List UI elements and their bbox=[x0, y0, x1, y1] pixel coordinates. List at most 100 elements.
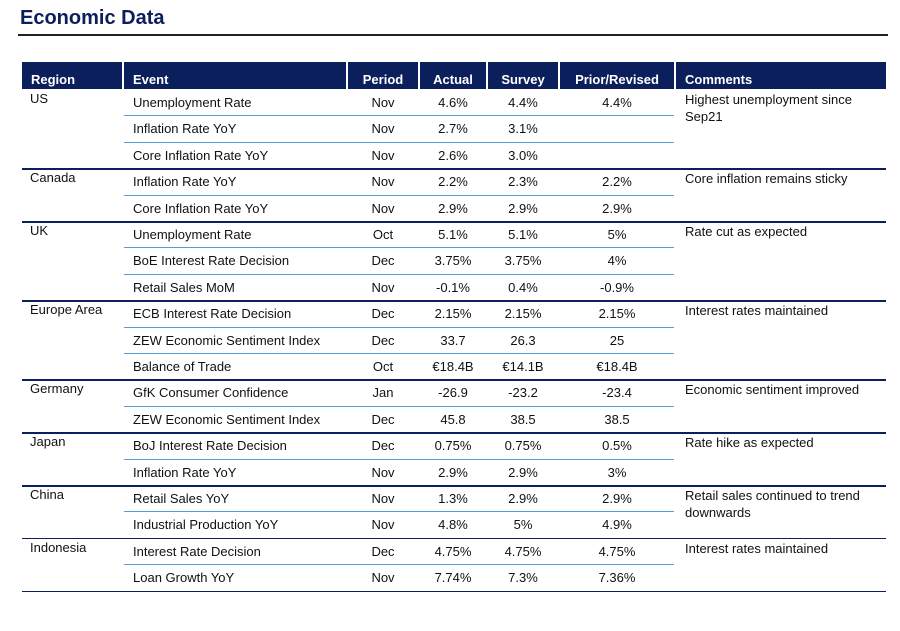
group-divider bbox=[22, 300, 886, 302]
comment: Economic sentiment improved bbox=[685, 382, 860, 398]
event-name: BoJ Interest Rate Decision bbox=[133, 438, 287, 454]
period-value: Nov bbox=[371, 464, 395, 480]
prior-value: 7.36% bbox=[598, 570, 636, 586]
prior-value: 2.9% bbox=[602, 491, 632, 506]
header-cell: Prior/Revised bbox=[560, 62, 674, 89]
event-name: Retail Sales MoM bbox=[133, 279, 235, 295]
row-divider bbox=[124, 405, 674, 407]
event-name: Unemployment Rate bbox=[133, 227, 252, 242]
event-name: Core Inflation Rate YoY bbox=[133, 147, 269, 163]
period-value: Nov bbox=[371, 147, 395, 163]
row-divider bbox=[124, 273, 674, 275]
row-divider bbox=[124, 326, 674, 328]
prior-value: 2.2% bbox=[602, 174, 632, 190]
period-value: Jan bbox=[372, 385, 394, 401]
region: Europe Area bbox=[30, 302, 103, 318]
prior-value: 5% bbox=[607, 227, 627, 242]
period-value: Dec bbox=[371, 438, 395, 454]
header-cell: Event bbox=[124, 62, 346, 89]
row-divider bbox=[124, 115, 674, 117]
survey-value: 7.3% bbox=[508, 570, 538, 586]
prior-value: 3% bbox=[607, 464, 627, 480]
comment: Rate cut as expected bbox=[685, 224, 808, 239]
region: UK bbox=[30, 223, 49, 238]
event-name: Inflation Rate YoY bbox=[133, 174, 237, 190]
period-value: Nov bbox=[371, 174, 395, 190]
survey-value: €14.1B bbox=[502, 359, 544, 374]
survey-value: 2.3% bbox=[508, 174, 538, 190]
comment: Core inflation remains sticky bbox=[685, 171, 848, 187]
row-divider bbox=[124, 564, 674, 566]
comment: Retail sales continued to trend downward… bbox=[685, 488, 860, 520]
period-value: Dec bbox=[371, 253, 395, 269]
actual-value: €18.4B bbox=[432, 359, 474, 374]
survey-value: -23.2 bbox=[508, 385, 538, 401]
actual-value: 4.75% bbox=[434, 543, 472, 559]
prior-value: 38.5 bbox=[604, 411, 630, 427]
actual-value: 2.15% bbox=[434, 306, 472, 322]
survey-value: 5.1% bbox=[508, 227, 538, 242]
header-cell: Actual bbox=[420, 62, 486, 89]
header-cell: Survey bbox=[488, 62, 558, 89]
header-cell: Region bbox=[22, 62, 122, 89]
prior-value: 4.75% bbox=[598, 543, 636, 559]
group-divider bbox=[22, 432, 886, 434]
survey-value: 2.9% bbox=[508, 464, 538, 480]
actual-value: 45.8 bbox=[440, 411, 466, 427]
actual-value: 0.75% bbox=[434, 438, 472, 454]
actual-value: 2.2% bbox=[438, 174, 468, 190]
survey-value: 3.1% bbox=[508, 121, 538, 137]
group-divider bbox=[22, 485, 886, 487]
title-rule bbox=[18, 34, 888, 36]
survey-value: 3.75% bbox=[504, 253, 542, 269]
event-name: Interest Rate Decision bbox=[133, 543, 261, 559]
survey-value: 2.9% bbox=[508, 491, 538, 506]
prior-value: 4.9% bbox=[602, 517, 632, 533]
table-bottom-rule bbox=[22, 590, 886, 593]
survey-value: 3.0% bbox=[508, 147, 538, 163]
survey-value: 5% bbox=[513, 517, 533, 533]
event-name: Inflation Rate YoY bbox=[133, 464, 237, 480]
actual-value: 2.6% bbox=[438, 147, 468, 163]
prior-value: 2.15% bbox=[598, 306, 636, 322]
actual-value: 2.7% bbox=[438, 121, 468, 137]
header-cell: Comments bbox=[676, 62, 886, 89]
event-name: GfK Consumer Confidence bbox=[133, 385, 289, 401]
prior-value: 4.4% bbox=[602, 95, 632, 110]
event-name: BoE Interest Rate Decision bbox=[133, 253, 290, 269]
period-value: Nov bbox=[371, 121, 395, 137]
prior-value: 0.5% bbox=[602, 438, 632, 454]
survey-value: 0.75% bbox=[504, 438, 542, 454]
period-value: Dec bbox=[371, 411, 395, 427]
region: Japan bbox=[30, 434, 66, 450]
event-name: Loan Growth YoY bbox=[133, 570, 235, 586]
survey-value: 0.4% bbox=[508, 279, 538, 295]
header-cell: Period bbox=[348, 62, 418, 89]
row-divider bbox=[124, 247, 674, 249]
period-value: Nov bbox=[371, 279, 395, 295]
group-divider bbox=[22, 379, 886, 381]
actual-value: 1.3% bbox=[438, 491, 468, 506]
group-divider bbox=[22, 221, 886, 223]
actual-value: 3.75% bbox=[434, 253, 472, 269]
event-name: Inflation Rate YoY bbox=[133, 121, 237, 137]
period-value: Oct bbox=[372, 227, 394, 242]
comment: Highest unemployment since Sep21 bbox=[685, 92, 852, 124]
comment: Interest rates maintained bbox=[685, 540, 829, 556]
period-value: Oct bbox=[372, 359, 394, 374]
prior-value: 2.9% bbox=[602, 200, 632, 216]
region: Canada bbox=[30, 170, 76, 186]
region: US bbox=[30, 91, 49, 106]
period-value: Nov bbox=[371, 491, 395, 506]
comment: Rate hike as expected bbox=[685, 435, 814, 451]
region: Indonesia bbox=[30, 539, 87, 555]
survey-value: 38.5 bbox=[510, 411, 536, 427]
event-name: Core Inflation Rate YoY bbox=[133, 200, 269, 216]
period-value: Nov bbox=[371, 570, 395, 586]
period-value: Nov bbox=[371, 95, 395, 110]
period-value: Nov bbox=[371, 517, 395, 533]
prior-value: -0.9% bbox=[600, 279, 634, 295]
survey-value: 4.4% bbox=[508, 95, 538, 110]
region: China bbox=[30, 487, 64, 502]
